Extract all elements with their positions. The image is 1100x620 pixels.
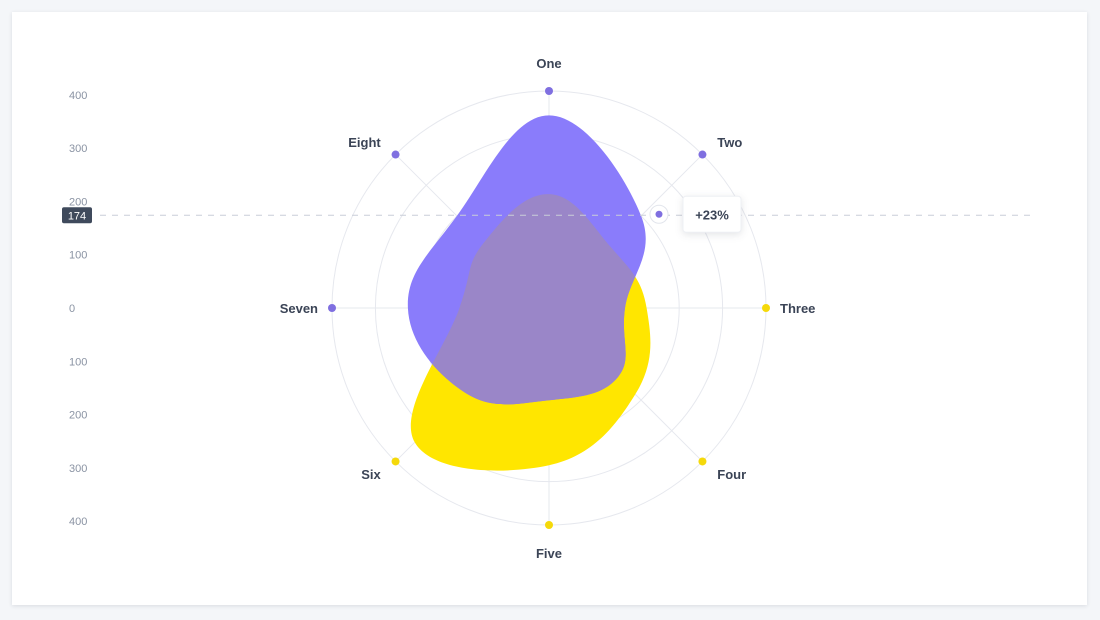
y-tick-label: 100: [69, 356, 87, 368]
reference-badge-label: 174: [68, 210, 86, 222]
category-label-two: Two: [717, 135, 742, 150]
category-label-five: Five: [536, 546, 562, 561]
category-label-eight: Eight: [348, 135, 381, 150]
axis-marker-two: [698, 150, 707, 159]
category-label-seven: Seven: [280, 301, 318, 316]
reference-line-group: 174: [62, 207, 1032, 224]
y-tick-label: 100: [69, 250, 87, 262]
y-tick-label: 400: [69, 516, 87, 528]
y-tick-label: 300: [69, 143, 87, 155]
y-axis-ticks: 400 300 200 100 0 100 200 300 400: [69, 90, 87, 528]
axis-marker-eight: [391, 150, 400, 159]
category-label-three: Three: [780, 301, 815, 316]
tooltip-box: [682, 195, 742, 233]
category-label-one: One: [536, 56, 561, 71]
y-tick-label: 300: [69, 463, 87, 475]
axis-marker-five: [545, 521, 553, 529]
axis-marker-six: [391, 457, 400, 466]
axis-marker-one: [545, 87, 553, 95]
category-label-four: Four: [717, 467, 746, 482]
radar-series: [407, 115, 651, 471]
y-tick-label: 0: [69, 303, 75, 315]
axis-marker-seven: [328, 304, 336, 312]
tooltip: +23%: [649, 195, 742, 233]
axis-markers: [328, 87, 770, 529]
reference-badge: [62, 207, 92, 224]
tooltip-point: [655, 210, 663, 218]
axis-marker-four: [698, 457, 707, 466]
y-tick-label: 200: [69, 410, 87, 422]
axis-marker-three: [762, 304, 770, 312]
category-label-six: Six: [361, 467, 381, 482]
tooltip-text: +23%: [695, 207, 729, 222]
y-tick-label: 200: [69, 196, 87, 208]
y-tick-label: 400: [69, 90, 87, 102]
category-labels: One Two Three Four Five Six Seven Eight: [280, 56, 816, 561]
